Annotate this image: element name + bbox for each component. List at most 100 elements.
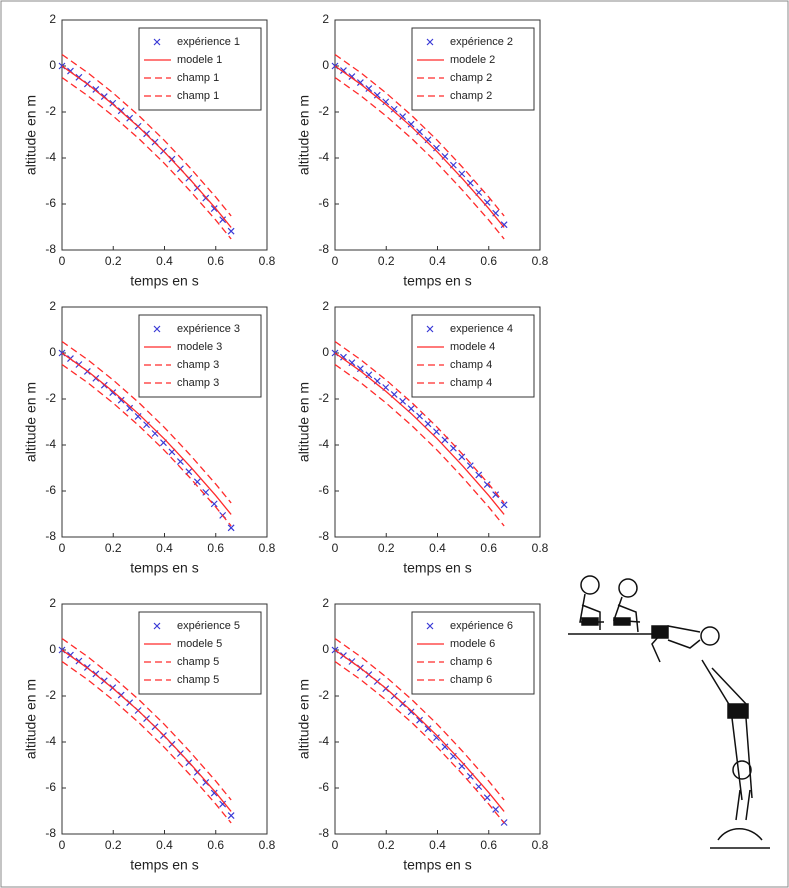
x-tick-label: 0.8 [259, 541, 276, 555]
x-tick-label: 0.8 [532, 838, 549, 852]
x-tick-label: 0.4 [156, 254, 173, 268]
y-tick-label: -2 [318, 688, 329, 702]
y-tick-label: -6 [45, 483, 56, 497]
legend-label: modele 6 [450, 638, 495, 650]
x-tick-label: 0.2 [105, 838, 122, 852]
y-tick-label: 0 [322, 345, 329, 359]
x-tick-label: 0.2 [378, 254, 395, 268]
y-axis-label: altitude en m [296, 679, 312, 759]
legend-label: modele 1 [177, 54, 222, 66]
legend-label: champ 2 [450, 90, 492, 102]
x-tick-label: 0.8 [532, 254, 549, 268]
x-tick-label: 0 [59, 254, 66, 268]
y-axis-label: altitude en m [23, 95, 39, 175]
legend-label: expérience 3 [177, 323, 240, 335]
y-tick-label: -2 [318, 104, 329, 118]
y-tick-label: 0 [322, 58, 329, 72]
x-tick-label: 0.4 [156, 838, 173, 852]
x-tick-label: 0.6 [207, 838, 224, 852]
x-tick-label: 0.2 [105, 541, 122, 555]
legend-label: expérience 5 [177, 620, 240, 632]
y-tick-label: -8 [45, 242, 56, 256]
y-tick-label: -4 [318, 734, 329, 748]
x-tick-label: 0.8 [259, 254, 276, 268]
y-tick-label: -2 [318, 391, 329, 405]
legend-label: champ 3 [177, 377, 219, 389]
figure: 0 0.2 0.4 0.6 0.8 -8 -6 -4 -2 0 2 temps en s altitud… [0, 0, 789, 888]
x-tick-label: 0 [332, 541, 339, 555]
x-tick-label: 0.8 [259, 838, 276, 852]
legend-label: modele 2 [450, 54, 495, 66]
y-tick-label: -6 [318, 780, 329, 794]
x-tick-label: 0.6 [480, 541, 497, 555]
y-tick-label: 2 [322, 12, 329, 26]
legend-label: modele 4 [450, 341, 495, 353]
y-tick-label: -8 [318, 242, 329, 256]
x-axis-label: temps en s [130, 560, 198, 576]
x-axis-label: temps en s [403, 560, 471, 576]
y-tick-label: 2 [49, 596, 56, 610]
y-tick-label: -8 [45, 529, 56, 543]
y-axis-label: altitude en m [296, 95, 312, 175]
x-tick-label: 0 [332, 254, 339, 268]
legend-label: champ 5 [177, 656, 219, 668]
y-tick-label: -2 [45, 688, 56, 702]
x-tick-label: 0 [59, 541, 66, 555]
legend-label: expérience 2 [450, 36, 513, 48]
y-axis-label: altitude en m [23, 382, 39, 462]
x-tick-label: 0.2 [378, 541, 395, 555]
x-tick-label: 0.4 [429, 254, 446, 268]
y-tick-label: 0 [49, 642, 56, 656]
legend-label: champ 1 [177, 72, 219, 84]
x-axis-label: temps en s [403, 273, 471, 289]
y-tick-label: -8 [45, 826, 56, 840]
x-tick-label: 0.6 [480, 254, 497, 268]
legend-label: champ 3 [177, 359, 219, 371]
y-tick-label: -6 [318, 483, 329, 497]
y-tick-label: 0 [49, 345, 56, 359]
y-tick-label: -6 [45, 780, 56, 794]
y-axis-label: altitude en m [296, 382, 312, 462]
x-axis-label: temps en s [403, 857, 471, 873]
y-tick-label: -6 [318, 196, 329, 210]
y-tick-label: -4 [45, 734, 56, 748]
x-tick-label: 0 [332, 838, 339, 852]
legend-label: expérience 1 [177, 36, 240, 48]
y-tick-label: -2 [45, 104, 56, 118]
y-tick-label: -2 [45, 391, 56, 405]
y-tick-label: 2 [49, 299, 56, 313]
legend-label: champ 5 [177, 674, 219, 686]
x-axis-label: temps en s [130, 857, 198, 873]
y-tick-label: 2 [49, 12, 56, 26]
y-tick-label: 2 [322, 596, 329, 610]
x-tick-label: 0.2 [378, 838, 395, 852]
y-tick-label: -8 [318, 826, 329, 840]
legend-label: champ 4 [450, 377, 492, 389]
y-tick-label: -6 [45, 196, 56, 210]
x-tick-label: 0.6 [207, 541, 224, 555]
y-tick-label: -4 [318, 437, 329, 451]
y-tick-label: -4 [45, 437, 56, 451]
x-tick-label: 0.8 [532, 541, 549, 555]
x-tick-label: 0 [59, 838, 66, 852]
y-tick-label: 0 [49, 58, 56, 72]
legend-label: experience 4 [450, 323, 513, 335]
y-axis-label: altitude en m [23, 679, 39, 759]
legend-label: champ 6 [450, 674, 492, 686]
x-axis-label: temps en s [130, 273, 198, 289]
legend-label: champ 6 [450, 656, 492, 668]
x-tick-label: 0.2 [105, 254, 122, 268]
x-tick-label: 0.6 [207, 254, 224, 268]
y-tick-label: -4 [318, 150, 329, 164]
swimsuit [652, 626, 668, 638]
swimsuit [614, 618, 630, 625]
x-tick-label: 0.6 [480, 838, 497, 852]
x-tick-label: 0.4 [156, 541, 173, 555]
y-tick-label: 0 [322, 642, 329, 656]
legend-label: modele 3 [177, 341, 222, 353]
y-tick-label: -8 [318, 529, 329, 543]
y-tick-label: -4 [45, 150, 56, 164]
legend-label: champ 1 [177, 90, 219, 102]
legend-label: champ 2 [450, 72, 492, 84]
x-tick-label: 0.4 [429, 541, 446, 555]
